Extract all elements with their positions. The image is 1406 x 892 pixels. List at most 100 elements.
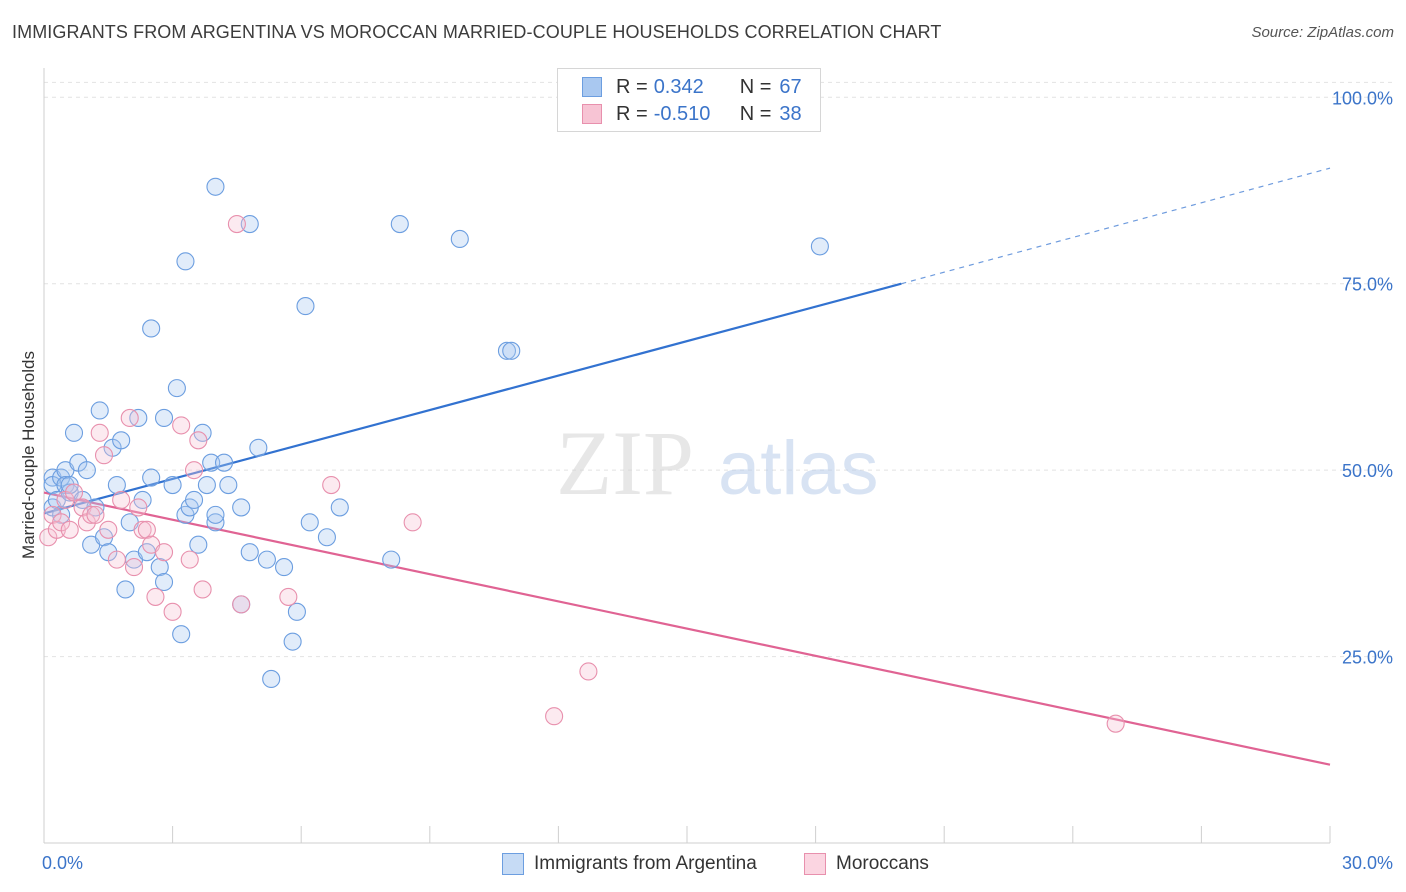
data-point — [99, 520, 118, 539]
legend-swatch-moroccans — [582, 104, 602, 124]
data-point — [219, 476, 238, 495]
legend-swatch-argentina — [582, 77, 602, 97]
axes — [43, 68, 1331, 844]
data-point — [124, 558, 144, 577]
data-point — [163, 476, 182, 495]
data-point — [60, 520, 79, 539]
data-point — [112, 490, 131, 510]
data-point — [154, 408, 174, 427]
data-point — [90, 401, 109, 420]
data-point — [232, 595, 251, 614]
data-point — [322, 476, 341, 495]
y-tick-label: 75.0% — [1342, 275, 1393, 295]
data-point — [317, 528, 336, 547]
data-point — [287, 602, 306, 621]
series-legend-argentina: Immigrants from Argentina — [502, 852, 757, 876]
data-point — [249, 438, 268, 457]
data-point — [77, 461, 96, 480]
data-point — [214, 453, 234, 472]
data-point — [545, 707, 564, 726]
data-point — [206, 177, 225, 196]
legend-r-value: -0.510 — [653, 102, 711, 125]
data-points — [39, 177, 1125, 733]
y-tick-label: 25.0% — [1342, 648, 1393, 668]
data-point — [193, 580, 212, 599]
y-tick-label: 50.0% — [1342, 461, 1393, 481]
trend-line-moroccans — [43, 491, 1331, 766]
data-point — [142, 468, 161, 487]
series-label-moroccans: Moroccans — [836, 853, 929, 874]
data-point — [240, 543, 259, 562]
data-point — [227, 215, 246, 234]
data-point — [197, 476, 216, 495]
data-point — [180, 550, 199, 569]
data-point — [150, 558, 169, 577]
data-point — [64, 483, 84, 502]
data-point — [279, 587, 298, 606]
data-point — [176, 252, 195, 271]
legend-n-value: 67 — [779, 75, 802, 98]
y-axis-label: Married-couple Households — [19, 351, 38, 559]
data-point — [163, 602, 182, 621]
data-point — [64, 423, 84, 442]
legend-n-label: N = — [739, 75, 772, 98]
series-moroccans — [39, 215, 1125, 733]
data-point — [133, 520, 152, 539]
watermark-zip: ZIP — [556, 412, 694, 514]
data-point — [189, 431, 208, 450]
data-point — [172, 625, 191, 644]
x-tick-label: 0.0% — [42, 853, 83, 873]
data-point — [129, 498, 148, 517]
data-point — [184, 461, 204, 480]
data-point — [94, 446, 114, 465]
legend-row-argentina: R = 0.342 N = 67 — [582, 75, 802, 99]
series-legend-moroccans: Moroccans — [804, 852, 929, 876]
data-point — [390, 215, 409, 234]
data-point — [450, 229, 469, 249]
data-point — [172, 416, 191, 435]
watermark-atlas: atlas — [718, 426, 879, 511]
data-point — [1106, 714, 1125, 733]
legend-r-label: R = — [616, 75, 648, 98]
tick-labels: 25.0% 50.0% 75.0% 100.0% 0.0% 30.0% — [42, 88, 1393, 873]
source-credit: Source: ZipAtlas.com — [1251, 24, 1394, 41]
data-point — [206, 513, 225, 532]
data-point — [142, 319, 161, 338]
data-point — [403, 513, 422, 532]
data-point — [296, 297, 315, 316]
correlation-legend: R = 0.342 N = 67 R = -0.510 N = 38 — [557, 68, 821, 132]
data-point — [497, 341, 517, 360]
series-argentina — [43, 177, 829, 688]
series-swatch-argentina — [502, 853, 524, 875]
data-point — [202, 453, 221, 472]
data-point — [137, 520, 156, 539]
data-point — [232, 498, 251, 517]
legend-n-value: 38 — [779, 102, 802, 125]
data-point — [184, 490, 204, 510]
legend-r-label: R = — [616, 102, 648, 125]
data-point — [382, 550, 401, 569]
legend-r-value: 0.342 — [653, 75, 704, 98]
data-point — [107, 476, 126, 495]
data-point — [154, 543, 174, 562]
data-point — [300, 513, 319, 532]
data-point — [90, 423, 109, 442]
y-tick-label: 100.0% — [1332, 88, 1393, 108]
data-point — [240, 215, 259, 234]
data-point — [146, 587, 165, 606]
data-point — [275, 558, 294, 577]
data-point — [120, 408, 139, 427]
chart-title: IMMIGRANTS FROM ARGENTINA VS MOROCCAN MA… — [12, 22, 942, 42]
data-point — [154, 572, 174, 592]
trend-line-extension — [901, 167, 1331, 285]
data-point — [262, 669, 281, 688]
data-point — [86, 505, 105, 524]
x-tick-label: 30.0% — [1342, 853, 1393, 873]
data-point — [189, 535, 208, 554]
data-point — [107, 550, 126, 569]
data-point — [206, 505, 225, 524]
data-point — [283, 632, 302, 651]
series-swatch-moroccans — [804, 853, 826, 875]
data-point — [502, 341, 521, 360]
